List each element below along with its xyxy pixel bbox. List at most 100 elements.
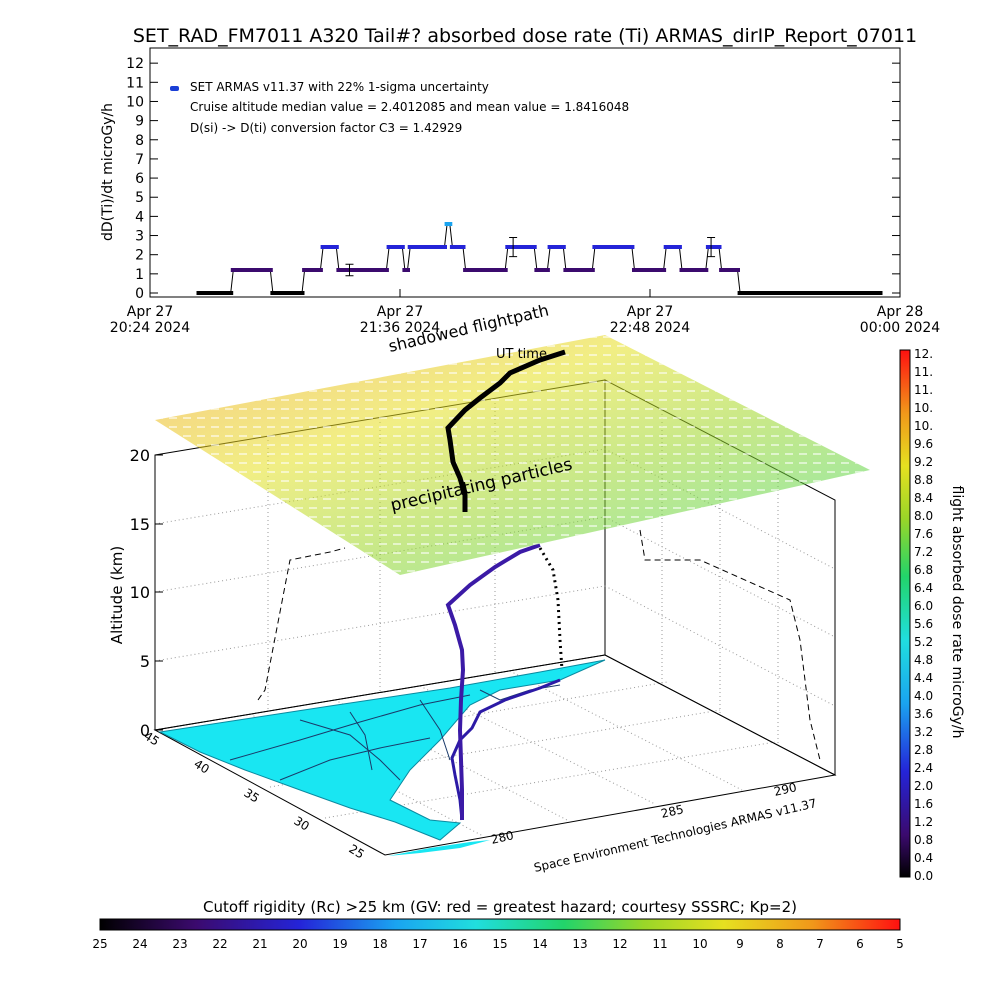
data-point xyxy=(645,268,651,272)
data-point xyxy=(560,245,566,249)
data-point xyxy=(529,245,535,249)
data-point xyxy=(626,245,632,249)
x-tick-label-time: 22:48 2024 xyxy=(610,320,691,336)
data-point xyxy=(676,245,682,249)
data-point xyxy=(742,291,748,295)
data-point xyxy=(508,245,513,249)
data-point xyxy=(655,268,661,272)
data-point xyxy=(230,268,236,272)
data-point xyxy=(579,268,585,272)
data-point xyxy=(735,268,740,272)
data-point xyxy=(236,268,242,272)
data-point xyxy=(798,291,804,295)
error-bar xyxy=(509,236,518,258)
data-point xyxy=(750,291,756,295)
data-point xyxy=(222,291,228,295)
data-point xyxy=(819,291,825,295)
data-point xyxy=(713,245,719,249)
data-point xyxy=(225,291,231,295)
data-point xyxy=(199,291,205,295)
data-point xyxy=(307,268,313,272)
dose-colorbar-tick-label: 1.2 xyxy=(914,815,933,829)
data-point xyxy=(613,245,619,249)
ground-track xyxy=(450,678,561,821)
y-tick-label: 7 xyxy=(135,152,144,168)
dose-colorbar-tick-label: 4.4 xyxy=(914,671,933,685)
x-tick-label-date: Apr 27 xyxy=(377,304,423,320)
data-point xyxy=(674,245,680,249)
data-point xyxy=(566,268,572,272)
y-tick-label: 0 xyxy=(135,286,144,302)
dose-colorbar-tick-label: 11. xyxy=(914,365,933,379)
data-point xyxy=(671,245,677,249)
data-point xyxy=(352,268,358,272)
data-point xyxy=(492,268,498,272)
data-point xyxy=(494,268,500,272)
data-point xyxy=(790,291,796,295)
data-point xyxy=(663,245,669,249)
data-point xyxy=(281,291,286,295)
data-point xyxy=(413,245,418,249)
error-bar xyxy=(707,236,716,258)
data-point xyxy=(500,268,506,272)
data-point xyxy=(866,291,872,295)
figure-title: SET_RAD_FM7011 A320 Tail#? absorbed dose… xyxy=(133,25,917,47)
data-point xyxy=(587,268,593,272)
data-point xyxy=(312,268,318,272)
latitude-tick-label: 25 xyxy=(346,842,366,862)
data-point xyxy=(669,245,674,249)
data-point xyxy=(320,245,326,249)
data-point xyxy=(571,268,577,272)
y-tick-label: 9 xyxy=(135,114,144,130)
rigidity-colorbar-tick-label: 19 xyxy=(332,937,347,951)
data-point xyxy=(761,291,767,295)
data-point xyxy=(684,268,690,272)
rigidity-colorbar-tick-label: 8 xyxy=(776,937,784,951)
data-point xyxy=(328,245,334,249)
data-point xyxy=(478,268,484,272)
data-point xyxy=(661,268,667,272)
data-point xyxy=(719,268,725,272)
longitude-tick-label: 290 xyxy=(773,780,798,799)
data-point xyxy=(814,291,820,295)
data-point xyxy=(758,291,764,295)
data-point xyxy=(273,291,279,295)
rigidity-colorbar-tick-label: 11 xyxy=(652,937,667,951)
longitude-tick-label: 280 xyxy=(490,828,515,847)
dose-colorbar-tick-label: 7.2 xyxy=(914,545,933,559)
data-point xyxy=(431,245,437,249)
data-point xyxy=(452,245,458,249)
dose-colorbar-gradient xyxy=(899,349,911,878)
dose-colorbar-tick-label: 1.6 xyxy=(914,797,933,811)
data-point xyxy=(397,245,403,249)
data-point xyxy=(523,245,529,249)
data-point xyxy=(690,268,696,272)
data-point xyxy=(349,268,355,272)
data-point xyxy=(597,245,603,249)
data-point xyxy=(711,245,717,249)
data-point xyxy=(534,268,540,272)
data-point xyxy=(822,291,828,295)
data-point xyxy=(856,291,862,295)
data-point xyxy=(468,268,474,272)
data-point xyxy=(756,291,762,295)
data-point xyxy=(270,291,276,295)
dose-colorbar-tick-label: 8.8 xyxy=(914,473,933,487)
data-point xyxy=(515,245,521,249)
data-point xyxy=(764,291,769,295)
dose-colorbar-tick-label: 3.2 xyxy=(914,725,933,739)
data-point xyxy=(473,268,479,272)
dose-colorbar-ticks: 12. 11. 11. 10. 10. 9.6 9.2 8.8 8.4 8.0 7.6 7.2 6.8 6… xyxy=(914,347,933,883)
data-point xyxy=(465,268,471,272)
rigidity-colorbar-tick-label: 13 xyxy=(572,937,587,951)
data-point xyxy=(201,291,207,295)
data-point xyxy=(801,291,806,295)
wall-projection-left xyxy=(257,547,346,701)
dose-colorbar-tick-label: 0.0 xyxy=(914,869,933,883)
y-tick-label: 4 xyxy=(135,209,144,225)
data-point xyxy=(238,268,244,272)
dose-colorbar-tick-label: 2.4 xyxy=(914,761,933,775)
data-point xyxy=(267,268,273,272)
data-point xyxy=(196,291,202,295)
